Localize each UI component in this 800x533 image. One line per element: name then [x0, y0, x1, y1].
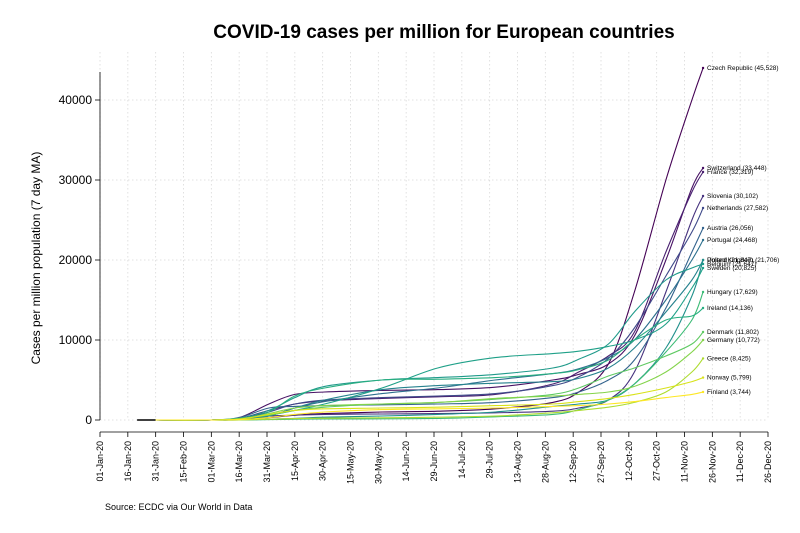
series-label: United Kingdom (21,706) [707, 257, 779, 264]
series-label: Hungary (17,629) [707, 289, 758, 296]
series-label: Switzerland (33,448) [707, 165, 767, 172]
series-endpoint [701, 258, 705, 262]
x-tick-label: 28-Aug-20 [540, 441, 550, 483]
x-tick-label: 15-Feb-20 [179, 441, 189, 483]
series-label: Belgium (21,647) [707, 261, 757, 268]
series-labels: Czech Republic (45,528) Switzerland (33,4… [701, 65, 779, 396]
series-endpoint [701, 262, 705, 266]
x-tick-label: 14-Jun-20 [401, 441, 411, 482]
x-tick-label: 31-Jan-20 [151, 441, 161, 482]
series-line [155, 263, 704, 421]
x-tick-label: 30-Apr-20 [318, 441, 328, 481]
series-endpoint [701, 206, 705, 210]
x-tick-label: 14-Jul-20 [457, 441, 467, 479]
chart-title: COVID-19 cases per million for European … [213, 22, 674, 43]
series-endpoint [701, 66, 705, 70]
x-tick-label: 15-May-20 [346, 441, 356, 484]
series-label: Czech Republic (45,528) [707, 65, 779, 72]
y-tick-label: 30000 [59, 173, 93, 187]
x-tick-label: 12-Sep-20 [568, 441, 578, 483]
series-endpoint [701, 194, 705, 198]
series-endpoint [701, 338, 705, 342]
series-label: Germany (10,772) [707, 337, 760, 344]
series-line [155, 358, 704, 421]
series-line [155, 291, 704, 421]
series-label: Sweden (20,825) [707, 265, 757, 272]
series-endpoint [701, 330, 705, 334]
series-endpoint [701, 266, 705, 270]
series-endpoint [701, 166, 705, 170]
x-tick-label: 31-Mar-20 [262, 441, 272, 483]
x-tick-label: 01-Mar-20 [206, 441, 216, 483]
series-line [155, 67, 704, 421]
series-label: Portugal (24,468) [707, 237, 757, 244]
series-endpoint [701, 376, 705, 379]
y-tick-label: 20000 [59, 253, 93, 267]
series-line [155, 207, 704, 421]
series-endpoint [701, 357, 705, 360]
x-tick-label: 26-Dec-20 [763, 441, 773, 483]
series-label: Ireland (14,136) [707, 305, 753, 312]
series-label: Greece (8,425) [707, 355, 751, 362]
series-line [155, 339, 704, 421]
series-line [155, 167, 704, 421]
x-tick-label: 16-Jan-20 [123, 441, 133, 482]
series-label: Finland (3,744) [707, 389, 751, 396]
series-endpoint [701, 390, 705, 394]
series-line [155, 227, 704, 421]
x-tick-label: 30-May-20 [373, 441, 383, 484]
x-tick-label: 11-Dec-20 [735, 441, 745, 482]
y-tick-label: 0 [85, 413, 92, 427]
series-label: Austria (26,056) [707, 225, 753, 232]
series-endpoint [701, 306, 705, 310]
series-label: Norway (5,799) [707, 375, 751, 382]
x-tick-label: 29-Jun-20 [429, 441, 439, 482]
x-tick-label: 16-Mar-20 [234, 441, 244, 483]
series-label: Denmark (11,802) [707, 329, 759, 336]
y-tick-label: 10000 [59, 333, 93, 347]
series-line [155, 171, 704, 421]
x-tick-label: 27-Sep-20 [596, 441, 606, 483]
y-axis-label: Cases per million population (7 day MA) [29, 152, 43, 365]
axes: 0 10000 20000 30000 40000 01-Jan-20 16-Jan-20 3… [59, 72, 773, 484]
series-label: Netherlands (27,582) [707, 205, 768, 212]
gridlines [99, 52, 769, 421]
series-endpoint [701, 290, 705, 294]
source-note: Source: ECDC via Our World in Data [105, 502, 252, 512]
series-line [155, 391, 704, 421]
x-tick-label: 29-Jul-20 [485, 441, 495, 479]
series-line [155, 377, 704, 421]
x-tick-label: 12-Oct-20 [624, 441, 634, 481]
series-endpoint [701, 226, 705, 230]
series-endpoint [701, 170, 705, 174]
x-tick-label: 11-Nov-20 [680, 441, 690, 482]
x-tick-label: 15-Apr-20 [290, 441, 300, 481]
series-label: France (32,319) [707, 169, 753, 176]
y-tick-label: 40000 [59, 93, 93, 107]
series-lines [155, 67, 704, 421]
series-endpoint [701, 238, 705, 242]
x-tick-label: 27-Oct-20 [652, 441, 662, 481]
series-label: Poland (21,847) [707, 257, 753, 264]
x-tick-label: 01-Jan-20 [95, 441, 105, 482]
x-tick-label: 26-Nov-20 [707, 441, 717, 483]
x-tick-label: 13-Aug-20 [513, 441, 523, 483]
series-label: Slovenia (30,102) [707, 193, 758, 200]
